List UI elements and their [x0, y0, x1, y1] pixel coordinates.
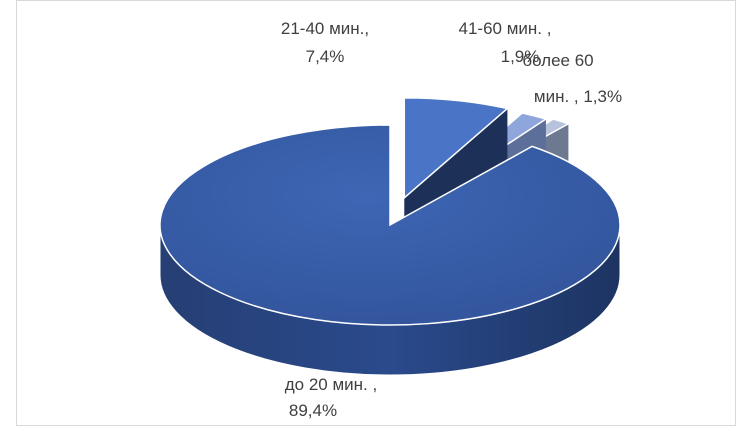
slice-21-40-top	[403, 97, 510, 200]
label-over-60-line1: более 60	[522, 51, 593, 70]
label-to-20-line2: 89,4%	[289, 401, 337, 420]
label-21-40-line1: 21-40 мин.,	[281, 19, 369, 38]
label-41-60-line2: 1,9%	[501, 47, 540, 66]
label-41-60-line1: 41-60 мин. ,	[459, 19, 552, 38]
label-21-40-line2: 7,4%	[306, 47, 345, 66]
pie-slices	[159, 97, 621, 376]
label-over-60-line2: мин. , 1,3%	[534, 87, 622, 106]
slice-to-20	[159, 124, 621, 376]
slice-to-20-top	[159, 124, 621, 326]
label-to-20-line1: до 20 мин. ,	[285, 375, 377, 394]
